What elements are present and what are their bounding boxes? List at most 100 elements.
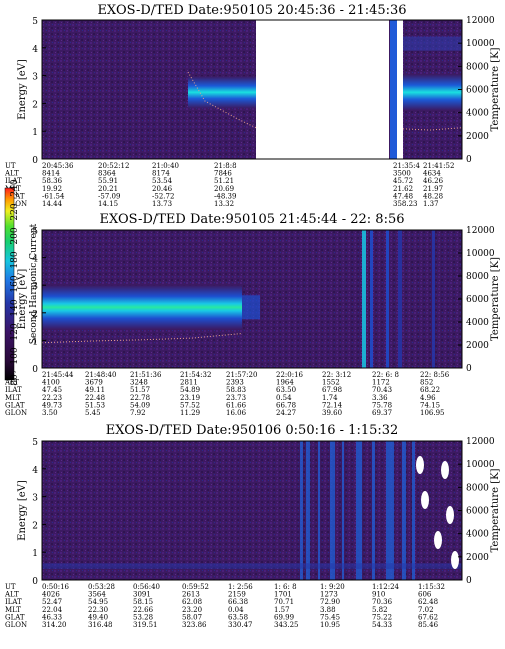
table-cell: 8414 — [42, 170, 60, 178]
high-intensity-stripe — [398, 230, 402, 368]
saturated-region — [451, 551, 459, 569]
high-intensity-stripe — [402, 441, 406, 580]
table-cell: 23.73 — [226, 394, 246, 402]
y-tick-label: 4 — [32, 466, 38, 476]
table-cell: 2613 — [182, 591, 200, 599]
table-cell: -61.54 — [42, 192, 65, 200]
y-tick-label: 3 — [32, 73, 38, 83]
y-axis-label: Energy [eV] — [17, 269, 28, 330]
y2-tick-label: 10000 — [466, 460, 495, 470]
table-cell: 69.37 — [372, 409, 392, 417]
table-cell: 21:8:8 — [214, 162, 237, 170]
table-cell: 0.04 — [228, 606, 244, 614]
table-cell: 1.37 — [423, 200, 439, 208]
colorbar-tick-label: 200 — [10, 227, 20, 244]
table-cell: 52.47 — [42, 598, 62, 606]
table-cell: 63.58 — [228, 613, 248, 621]
table-cell: 852 — [420, 379, 433, 387]
high-intensity-stripe — [318, 441, 320, 580]
saturated-region — [416, 456, 424, 474]
high-intensity-stripe — [390, 20, 397, 159]
y-tick-label: 2 — [32, 310, 38, 320]
table-cell: 22.30 — [88, 606, 108, 614]
table-cell: 3564 — [88, 591, 106, 599]
table-cell: 3679 — [85, 379, 103, 387]
table-cell: 0.54 — [276, 394, 292, 402]
table-cell: 22.78 — [130, 394, 150, 402]
table-cell: 21:57:20 — [226, 371, 257, 379]
table-cell: 67.62 — [418, 613, 438, 621]
plasma-band — [188, 76, 256, 109]
table-row-label: MLT — [5, 606, 21, 614]
table-cell: 72.90 — [320, 598, 340, 606]
table-cell: 68.22 — [420, 386, 440, 394]
colorbar-tick-label: 220 — [10, 203, 20, 220]
table-cell: 5.45 — [85, 409, 101, 417]
table-cell: 1: 6: 8 — [274, 583, 297, 591]
table-cell: 14.15 — [98, 200, 118, 208]
y2-tick-label: 2000 — [466, 553, 489, 563]
table-cell: 75.45 — [320, 613, 340, 621]
table-cell: 0:53:28 — [88, 583, 115, 591]
table-row-label: ILAT — [5, 386, 22, 394]
table-cell: 49.11 — [85, 386, 105, 394]
y2-axis-label: Temperature [K] — [490, 468, 501, 552]
table-cell: 21:48:40 — [85, 371, 116, 379]
y-axis-label: Energy [eV] — [17, 59, 28, 120]
table-cell: 13.73 — [152, 200, 172, 208]
y-tick-label: 2 — [32, 100, 38, 110]
table-cell: 22: 6: 8 — [372, 371, 399, 379]
table-cell: 62.48 — [418, 598, 438, 606]
table-cell: 319.51 — [133, 621, 158, 629]
y2-tick-label: 4000 — [466, 109, 489, 119]
table-cell: 19.92 — [42, 185, 62, 193]
table-cell: 62.08 — [182, 598, 202, 606]
table-cell: 1: 9:20 — [320, 583, 345, 591]
y2-tick-label: 10000 — [466, 249, 495, 259]
y2-tick-label: 0 — [466, 364, 472, 374]
table-cell: 23.19 — [180, 394, 200, 402]
table-row-label: UT — [5, 583, 16, 591]
plasma-band — [403, 74, 462, 111]
y-tick-label: 5 — [32, 227, 38, 237]
table-cell: 1964 — [276, 379, 294, 387]
table-cell: 57.52 — [180, 401, 200, 409]
table-cell: 46.26 — [423, 177, 444, 185]
high-intensity-stripe — [412, 441, 415, 580]
table-row-label: ILAT — [5, 598, 22, 606]
table-cell: 70.71 — [274, 598, 294, 606]
table-cell: 72.14 — [322, 401, 343, 409]
chart-title: EXOS-D/TED Date:950105 21:45:44 - 22: 8:… — [100, 212, 405, 227]
y2-tick-label: 4000 — [466, 318, 489, 328]
y2-tick-label: 12000 — [466, 226, 495, 236]
table-cell: 58.36 — [42, 177, 63, 185]
table-cell: 1.74 — [322, 394, 338, 402]
colorbar-tick-label: 180 — [10, 251, 20, 268]
table-cell: 66.38 — [228, 598, 248, 606]
table-row-label: GLAT — [5, 192, 25, 200]
saturated-region — [441, 461, 449, 479]
chart-title: EXOS-D/TED Date:950105 20:45:36 - 21:45:… — [97, 3, 406, 18]
y2-tick-label: 12000 — [466, 437, 495, 447]
colorbar-tick-label: 240 — [10, 179, 20, 196]
table-cell: 53.54 — [152, 177, 173, 185]
high-intensity-stripe — [370, 230, 373, 368]
table-cell: 63.50 — [276, 386, 296, 394]
table-cell: 16.06 — [226, 409, 247, 417]
table-cell: 24.27 — [276, 409, 296, 417]
y2-tick-label: 6000 — [466, 86, 489, 96]
saturated-region — [421, 491, 429, 509]
table-cell: 7.02 — [418, 606, 434, 614]
table-cell: 21:51:36 — [130, 371, 162, 379]
table-row-label: GLON — [5, 409, 27, 417]
table-cell: 1:12:24 — [372, 583, 400, 591]
table-cell: 3.50 — [42, 409, 58, 417]
high-intensity-stripe — [342, 441, 344, 580]
y-tick-label: 2 — [32, 521, 38, 531]
table-cell: 323.86 — [182, 621, 207, 629]
y-tick-label: 5 — [32, 17, 38, 27]
high-intensity-stripe — [432, 230, 435, 368]
y-tick-label: 3 — [32, 282, 38, 292]
table-cell: 20.21 — [98, 185, 118, 193]
y-tick-label: 1 — [32, 549, 38, 559]
